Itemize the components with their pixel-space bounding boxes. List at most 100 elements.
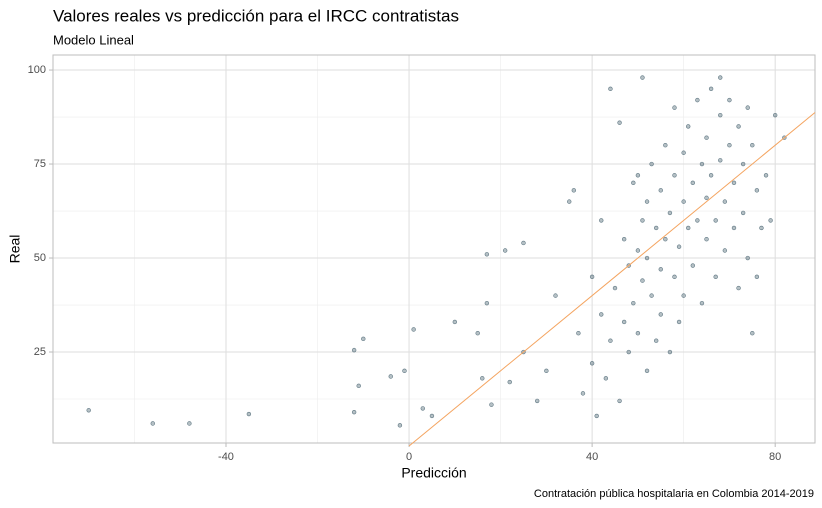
point <box>718 75 723 80</box>
point <box>718 158 723 163</box>
point <box>640 218 645 223</box>
point <box>599 312 604 317</box>
point <box>452 319 458 325</box>
point <box>644 255 650 261</box>
point <box>708 173 714 178</box>
point <box>402 368 407 374</box>
x-tick-label: -40 <box>218 451 234 463</box>
point <box>672 173 677 178</box>
point <box>631 300 636 306</box>
point <box>649 161 654 167</box>
point <box>667 349 673 355</box>
x-tick-label: 40 <box>586 451 598 463</box>
point <box>663 237 668 242</box>
point <box>571 188 577 193</box>
point <box>484 252 490 257</box>
point <box>731 180 737 186</box>
point <box>635 331 641 336</box>
point <box>768 218 773 223</box>
point <box>713 218 718 223</box>
point <box>617 398 622 404</box>
point <box>672 274 677 280</box>
point <box>475 331 480 336</box>
point <box>663 143 668 148</box>
point <box>356 383 361 389</box>
point <box>635 248 641 253</box>
point <box>658 188 663 193</box>
point <box>745 105 750 110</box>
point <box>644 199 650 204</box>
y-tick-label: 75 <box>34 158 46 170</box>
point <box>420 406 425 411</box>
point <box>567 199 572 204</box>
point <box>621 319 627 325</box>
point <box>763 173 769 178</box>
x-tick-label: 0 <box>406 451 412 463</box>
point <box>759 225 764 231</box>
point <box>640 75 645 80</box>
point <box>150 421 155 426</box>
point <box>589 274 595 280</box>
point <box>699 300 705 306</box>
caption: Contratación pública hospitalaria en Col… <box>534 488 814 500</box>
point <box>676 244 682 249</box>
point <box>727 143 732 148</box>
point <box>754 188 760 193</box>
point <box>722 248 728 253</box>
point <box>658 267 663 272</box>
point <box>576 331 581 336</box>
point <box>704 135 709 140</box>
point <box>521 240 526 246</box>
point <box>686 225 691 231</box>
point <box>672 105 677 110</box>
y-tick-label: 100 <box>28 64 46 76</box>
point <box>690 263 696 268</box>
point <box>653 338 659 343</box>
point <box>612 285 618 291</box>
point <box>740 210 746 216</box>
point <box>649 293 654 298</box>
x-tick-label: 80 <box>769 451 781 463</box>
point <box>351 347 357 353</box>
point <box>676 319 682 325</box>
point <box>718 112 723 118</box>
point <box>553 293 558 298</box>
point <box>640 278 645 283</box>
point <box>750 331 755 336</box>
point <box>736 124 741 129</box>
point <box>681 150 686 155</box>
point <box>187 421 192 426</box>
point <box>681 199 686 204</box>
point <box>745 255 750 261</box>
point <box>772 112 778 118</box>
y-axis-label: Real <box>7 235 23 264</box>
point <box>690 180 696 186</box>
point <box>86 408 91 413</box>
point <box>397 423 403 428</box>
point <box>429 413 435 419</box>
panel-border <box>52 54 816 444</box>
point <box>351 409 357 415</box>
point <box>361 336 366 342</box>
point <box>713 274 718 280</box>
point <box>635 173 641 178</box>
point <box>644 368 650 374</box>
point <box>599 218 604 223</box>
point <box>589 361 595 366</box>
point <box>731 225 737 231</box>
point <box>695 218 700 223</box>
point <box>658 312 663 317</box>
point <box>653 225 659 231</box>
chart-subtitle: Modelo Lineal <box>53 32 134 47</box>
point <box>489 402 494 407</box>
point <box>727 97 732 103</box>
y-tick-label: 25 <box>34 346 46 358</box>
point <box>480 376 485 381</box>
point <box>507 379 512 385</box>
point <box>608 86 613 92</box>
point <box>704 237 709 242</box>
point <box>736 285 741 291</box>
point <box>699 161 705 167</box>
